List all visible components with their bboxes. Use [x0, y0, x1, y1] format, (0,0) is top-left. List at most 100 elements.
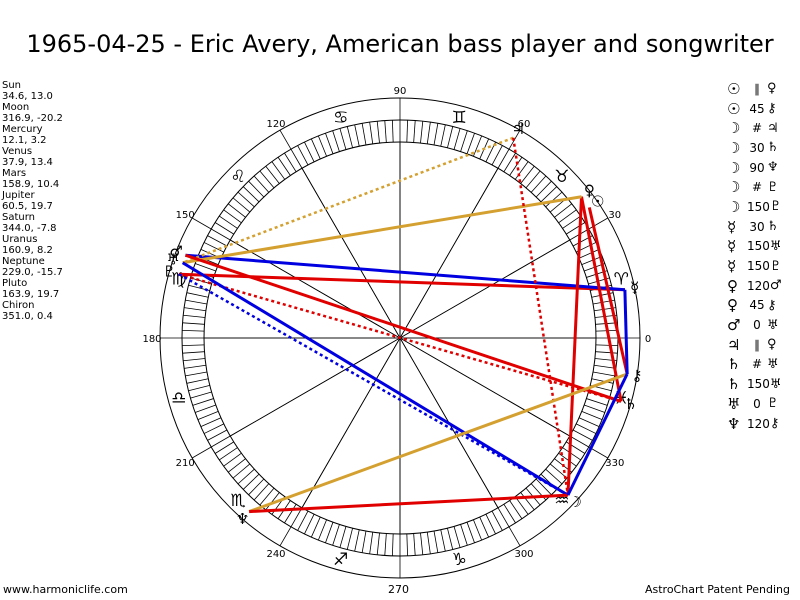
degree-tick	[595, 344, 618, 347]
aspect-row: ♂ 0 ♅	[727, 315, 797, 335]
degree-tick	[453, 526, 461, 548]
aspect-row: ♄ # ♅	[727, 355, 797, 375]
degree-tick	[190, 391, 212, 399]
sign-divider	[508, 526, 521, 547]
degree-tick	[277, 157, 291, 176]
planet-glyph-chiron: ⚷	[632, 367, 643, 385]
aspect-line	[185, 253, 626, 292]
degree-tick	[406, 533, 409, 556]
degree-tick	[535, 478, 552, 496]
degree-tick	[182, 322, 205, 325]
degree-tick	[497, 149, 510, 169]
degree-tick	[440, 124, 446, 147]
aspect-row: ☉ 45 ⚷	[727, 99, 797, 119]
degree-tick	[376, 121, 380, 144]
degree-tick	[332, 524, 340, 546]
aspect-type: 150	[747, 199, 770, 214]
aspect-type: #	[751, 180, 763, 195]
degree-tick	[242, 186, 260, 203]
degree-tick	[223, 209, 242, 224]
degree-tick	[491, 510, 503, 531]
degree-tick	[503, 504, 516, 524]
degree-tick	[584, 404, 605, 413]
aspect-planet-a-glyph: ♆	[727, 414, 741, 433]
degree-tick	[406, 120, 409, 143]
aspect-line	[587, 207, 629, 375]
degree-tick	[566, 222, 586, 235]
aspect-line	[178, 273, 569, 497]
zodiac-sign-glyph: ♋	[333, 108, 348, 128]
degree-tick	[219, 215, 238, 229]
degree-tick	[200, 417, 222, 428]
degree-tick	[183, 358, 206, 362]
aspect-planet-a-glyph: ☉	[727, 79, 741, 98]
planet-glyphs: ☉ ☽ ☿ ♀ ♂ ♃ ♄ ♅ ♆ ♇ ⚷	[163, 120, 643, 528]
aspect-planet-b-glyph: ♄	[767, 219, 779, 235]
degree-tick	[297, 510, 309, 531]
degree-tick	[185, 299, 208, 305]
degree-tick	[595, 351, 618, 354]
zodiac-sign-glyph: ♉	[554, 167, 569, 187]
aspect-planet-b-glyph: ♃	[767, 120, 779, 136]
planet-glyph-sun: ☉	[591, 193, 604, 211]
aspect-line	[248, 372, 628, 513]
degree-tick	[440, 529, 446, 552]
planet-values-mercury: 12.1, 3.2	[2, 135, 47, 146]
planet-name-jupiter: Jupiter	[2, 190, 35, 201]
degree-tick	[384, 120, 387, 143]
degree-tick	[271, 161, 286, 180]
aspect-planet-a-glyph: ☽	[727, 158, 741, 177]
aspect-row: ♀ 45 ⚷	[727, 296, 797, 316]
degree-tick	[514, 161, 529, 180]
degree-tick	[581, 411, 603, 421]
aspect-planet-a-glyph: ♂	[727, 316, 741, 335]
degree-label: 180	[142, 334, 161, 345]
planet-values-neptune: 229.0, -15.7	[2, 267, 63, 278]
aspect-planet-b-glyph: ♀	[767, 337, 777, 353]
degree-tick	[376, 532, 380, 555]
aspect-planet-a-glyph: ☿	[727, 237, 737, 256]
zodiac-sign-glyph: ♏	[230, 491, 245, 511]
degree-tick	[248, 180, 265, 198]
degree-tick	[253, 175, 270, 193]
degree-tick	[182, 344, 205, 347]
degree-tick	[525, 170, 541, 189]
aspect-type: #	[751, 357, 763, 372]
aspect-planet-b-glyph: ♇	[767, 396, 779, 412]
degree-tick	[188, 385, 210, 392]
degree-tick	[317, 519, 327, 541]
planet-values-pluto: 163.9, 19.7	[2, 289, 60, 300]
aspect-row: ☽ 150 ♇	[727, 197, 797, 217]
degree-tick	[369, 532, 374, 554]
aspect-planet-b-glyph: ♂	[769, 278, 782, 294]
planet-values-moon: 316.9, -20.2	[2, 113, 63, 124]
degree-tick	[433, 530, 439, 553]
degree-tick	[186, 378, 209, 384]
degree-tick	[223, 452, 242, 467]
aspect-row: ♄ 150 ♅	[727, 374, 797, 394]
degree-tick	[259, 170, 275, 189]
degree-tick	[426, 532, 431, 554]
aspect-type: 150	[747, 239, 770, 254]
degree-label: 120	[266, 119, 285, 130]
aspect-type: 120	[747, 416, 770, 431]
aspect-planet-b-glyph: ⚷	[769, 416, 780, 432]
degree-label: 150	[176, 210, 195, 221]
degree-tick	[284, 504, 297, 524]
degree-tick	[562, 447, 581, 461]
degree-tick	[535, 180, 552, 198]
degree-tick	[265, 492, 280, 511]
degree-tick	[545, 191, 563, 208]
degree-tick	[211, 228, 231, 241]
aspect-planet-a-glyph: ♀	[727, 296, 738, 315]
degree-tick	[290, 149, 303, 169]
aspect-type: ∥	[754, 337, 760, 352]
planet-glyph-mars: ♂	[169, 243, 182, 261]
aspect-type: ∥	[754, 81, 760, 96]
degree-tick	[214, 441, 234, 454]
aspect-row: ☿ 150 ♇	[727, 256, 797, 276]
aspect-planet-b-glyph: ♅	[767, 356, 779, 372]
degree-tick	[581, 255, 603, 265]
aspect-planet-a-glyph: ☽	[727, 178, 741, 197]
degree-tick	[509, 157, 523, 176]
